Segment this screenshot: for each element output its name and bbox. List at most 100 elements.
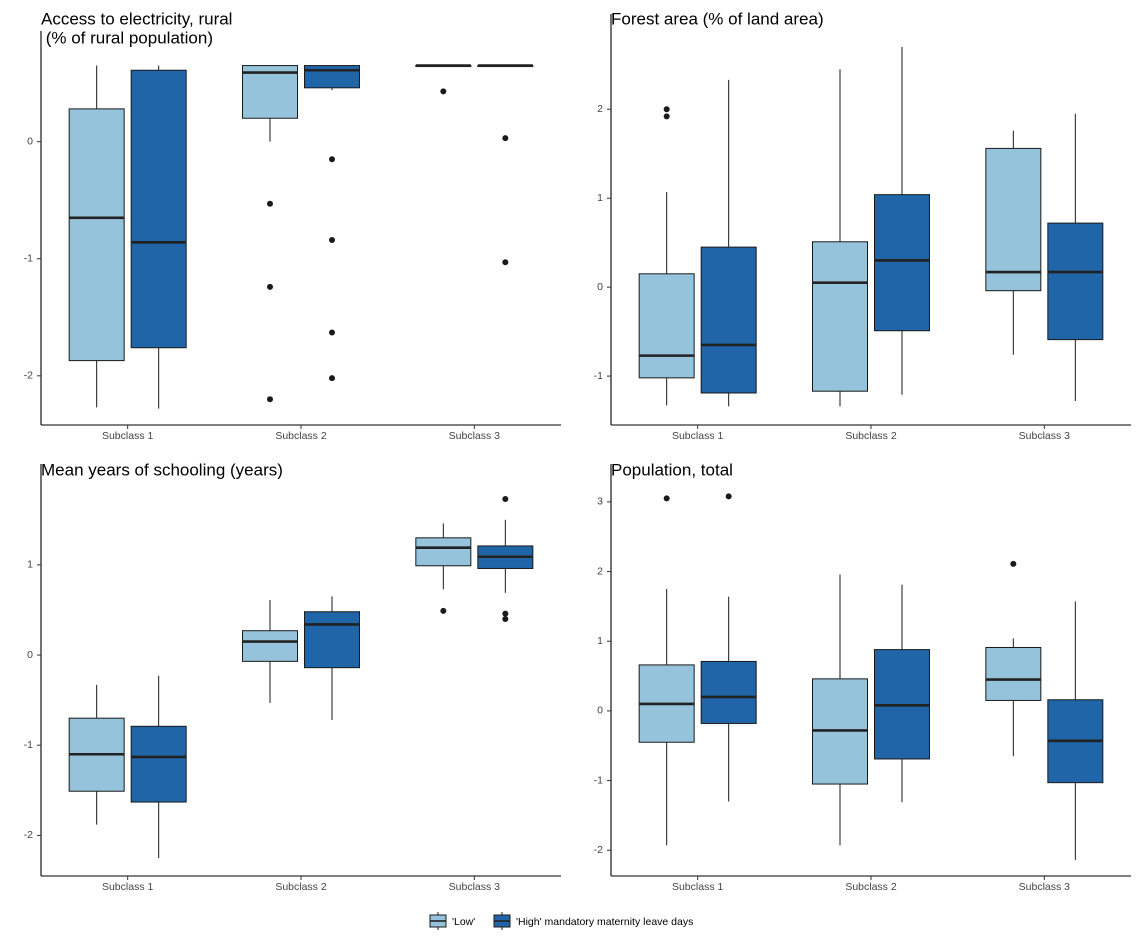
y-tick-label: -1 — [24, 253, 33, 265]
y-tick-label: -2 — [594, 844, 603, 856]
x-tick-label: Subclass 3 — [1019, 430, 1071, 442]
outlier-point — [329, 237, 335, 244]
box-iqr — [1047, 222, 1104, 341]
box-iqr — [68, 108, 125, 362]
box-high — [130, 65, 187, 409]
box-iqr — [130, 69, 187, 349]
box-iqr — [242, 65, 298, 119]
box-low — [985, 130, 1042, 355]
box-iqr — [415, 537, 472, 567]
x-tick-label: Subclass 3 — [1019, 881, 1071, 893]
x-tick-label: Subclass 2 — [845, 430, 897, 442]
outlier-point — [267, 396, 273, 403]
x-tick-label: Subclass 3 — [449, 881, 501, 893]
y-tick-label: 1 — [27, 559, 33, 571]
box-high — [1047, 601, 1104, 860]
x-tick-label: Subclass 1 — [672, 430, 724, 442]
y-tick-label: 0 — [597, 281, 603, 293]
outlier-point — [329, 329, 335, 336]
y-tick-label: -1 — [594, 774, 603, 786]
y-tick-label: -2 — [24, 829, 33, 841]
outlier-point — [1010, 560, 1017, 567]
box-low — [242, 65, 298, 403]
y-tick-label: 2 — [597, 565, 603, 577]
outlier-point — [440, 88, 447, 95]
outlier-point — [329, 375, 335, 382]
box-high — [304, 65, 360, 382]
y-tick-label: -1 — [594, 370, 603, 382]
box-low — [68, 65, 125, 408]
box-low — [638, 495, 695, 846]
x-tick-label: Subclass 2 — [275, 881, 327, 893]
box-high — [874, 47, 930, 395]
box-iqr — [130, 725, 187, 803]
box-iqr — [700, 660, 757, 724]
panel-4: Population, total -2 -1 0 1 2 3 Subclass 1 Subcl… — [594, 460, 1131, 893]
outlier-point — [502, 496, 509, 503]
outlier-point — [725, 493, 732, 500]
legend-label: 'High' mandatory maternity leave days — [516, 916, 693, 928]
box-iqr — [985, 147, 1042, 292]
outlier-point — [267, 200, 273, 207]
y-tick-label: 3 — [597, 496, 603, 508]
outlier-point — [329, 156, 335, 163]
legend-label: 'Low' — [452, 916, 475, 928]
outlier-point — [663, 113, 670, 120]
box-low — [68, 684, 125, 825]
box-low — [985, 560, 1042, 757]
panel-3: Mean years of schooling (years) -2 -1 0 1 Sub… — [24, 460, 561, 893]
x-tick-label: Subclass 2 — [845, 881, 897, 893]
box-low — [415, 64, 472, 95]
x-tick-label: Subclass 2 — [275, 430, 327, 442]
panel-title: Access to electricity, rural — [41, 9, 232, 28]
x-tick-label: Subclass 3 — [449, 430, 501, 442]
outlier-point — [663, 495, 670, 502]
box-iqr — [242, 630, 298, 662]
panel-title: (% of rural population) — [41, 28, 213, 47]
box-iqr — [638, 273, 695, 379]
box-iqr — [874, 194, 930, 332]
box-high — [304, 596, 360, 720]
box-high — [1047, 113, 1104, 401]
y-tick-label: 1 — [597, 192, 603, 204]
outlier-point — [267, 283, 273, 290]
box-iqr — [812, 241, 868, 392]
box-iqr — [985, 646, 1042, 701]
box-iqr — [304, 65, 360, 89]
box-high — [130, 675, 187, 858]
panel-title: Forest area (% of land area) — [611, 9, 824, 28]
box-iqr — [700, 246, 757, 394]
box-low — [415, 523, 472, 614]
box-high — [477, 496, 534, 622]
x-tick-label: Subclass 1 — [672, 881, 724, 893]
y-tick-label: 0 — [597, 705, 603, 717]
x-tick-label: Subclass 1 — [102, 430, 154, 442]
outlier-point — [502, 615, 509, 622]
outlier-point — [663, 106, 670, 113]
legend-item-high: 'High' mandatory maternity leave days — [493, 912, 693, 930]
y-tick-label: 0 — [27, 135, 33, 147]
panel-2: Forest area (% of land area) -1 0 1 2 Subclas… — [594, 9, 1131, 442]
y-tick-label: -2 — [24, 370, 33, 382]
box-low — [242, 600, 298, 703]
box-high — [477, 64, 534, 266]
outlier-point — [502, 259, 509, 266]
outlier-point — [502, 610, 509, 617]
y-tick-label: 2 — [597, 103, 603, 115]
y-tick-label: -1 — [24, 739, 33, 751]
box-iqr — [304, 611, 360, 669]
panel-title: Population, total — [611, 460, 733, 479]
box-low — [812, 574, 868, 846]
box-high — [874, 584, 930, 803]
outlier-point — [440, 607, 447, 614]
panel-title: Mean years of schooling (years) — [41, 460, 283, 479]
x-tick-label: Subclass 1 — [102, 881, 154, 893]
panel-1: Access to electricity, rural (% of rural… — [24, 9, 561, 442]
outlier-point — [502, 135, 509, 142]
box-high — [700, 493, 757, 802]
box-high — [700, 79, 757, 407]
box-low — [638, 106, 695, 406]
box-low — [812, 69, 868, 407]
